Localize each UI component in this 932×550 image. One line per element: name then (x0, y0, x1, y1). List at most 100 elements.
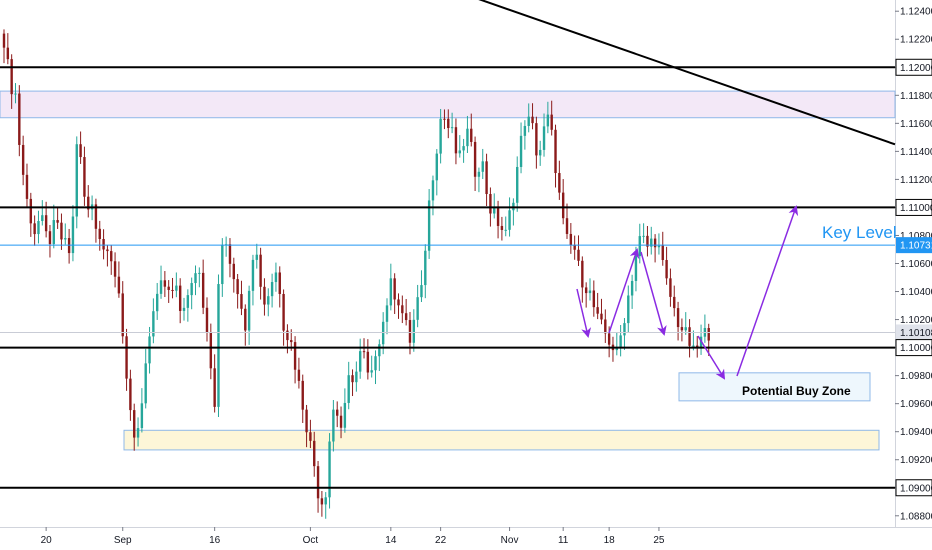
candle-body (404, 313, 408, 321)
candle-body (627, 295, 630, 324)
candle-body (41, 215, 44, 221)
candle-body (320, 498, 324, 505)
buy-zone (678, 372, 871, 402)
projection-arrow (576, 288, 592, 338)
candle-body (454, 127, 458, 154)
candle-body (565, 218, 569, 234)
candle-body (431, 180, 435, 201)
candle-body (619, 335, 622, 348)
candle-body (408, 320, 412, 343)
candle-body (684, 327, 687, 331)
candle-body (194, 273, 197, 284)
candle-body (420, 285, 423, 298)
level-price-label: 1.09000 (900, 483, 932, 494)
candle-body (692, 345, 695, 347)
price-tick-label: 1.11400 (900, 147, 932, 158)
candle-body (470, 128, 473, 142)
candle-body (56, 220, 59, 223)
candle-body (531, 116, 534, 124)
candle-body (301, 380, 304, 410)
candle-body (48, 231, 52, 245)
candle-body (259, 254, 262, 287)
candle-body (148, 336, 151, 364)
candle-body (221, 244, 224, 285)
candle-body (267, 296, 270, 305)
candle-body (182, 307, 186, 311)
candle-body (110, 251, 113, 262)
candle-body (232, 263, 235, 280)
candle-body (374, 356, 377, 371)
projection-arrow (640, 251, 667, 336)
candle-body (140, 403, 144, 429)
price-tick-label: 1.12400 (900, 7, 932, 18)
candle-body (121, 293, 124, 337)
candle-body (443, 118, 446, 120)
candle-body (171, 289, 174, 291)
time-tick-label: 16 (209, 535, 221, 546)
candle-body (366, 351, 370, 373)
candle-body (493, 208, 496, 214)
candle-body (535, 123, 538, 156)
candle-body (642, 235, 645, 237)
candle-body (10, 59, 13, 95)
candle-body (370, 370, 373, 373)
candle-body (500, 225, 504, 230)
price-tick-label: 1.09800 (900, 371, 932, 382)
candle-body (270, 282, 274, 297)
price-tick-label: 1.12200 (900, 35, 932, 46)
candle-body (558, 173, 561, 193)
candle-body (251, 259, 255, 291)
candle-body (539, 149, 542, 156)
last-price-label: 1.10108 (900, 328, 932, 339)
candle-body (94, 204, 98, 229)
candle-body (209, 332, 213, 369)
candle-body (6, 47, 10, 60)
candle-body (401, 305, 404, 314)
candle-body (305, 409, 308, 433)
candle-body (133, 410, 136, 438)
candle-body (634, 256, 638, 281)
support-zone (123, 429, 880, 451)
horizontal-levels (0, 66, 895, 489)
candle-body (324, 497, 327, 505)
candle-body (213, 368, 216, 407)
candle-body (516, 166, 519, 203)
projection-arrow (736, 205, 799, 377)
price-tick-label: 1.11800 (900, 91, 932, 102)
candle-body (577, 249, 580, 261)
candle-body (607, 333, 611, 345)
candle-body (569, 233, 573, 246)
candle-body (75, 144, 78, 217)
candle-body (688, 327, 691, 346)
candle-body (584, 287, 588, 294)
candle-body (18, 93, 21, 145)
candle-body (707, 328, 710, 341)
candle-body (466, 128, 469, 147)
candle-body (604, 319, 607, 334)
price-tick-label: 1.08800 (900, 511, 932, 522)
time-tick-label: 14 (385, 535, 397, 546)
candle-body (336, 409, 339, 416)
candle-body (83, 157, 86, 197)
candle-body (297, 369, 301, 381)
candle-body (102, 239, 105, 250)
candle-body (29, 198, 33, 224)
candle-body (573, 245, 576, 250)
candle-body (167, 286, 170, 290)
candle-body (393, 278, 396, 300)
candle-body (228, 244, 232, 264)
candle-body (424, 250, 427, 286)
candle-body (358, 351, 362, 372)
price-tick-label: 1.09200 (900, 455, 932, 466)
time-tick-label: 22 (435, 535, 447, 546)
level-price-box (895, 58, 932, 76)
candle-body (25, 174, 29, 199)
buy-zone-label: Potential Buy Zone (742, 384, 851, 398)
candle-body (646, 235, 649, 247)
candle-body (508, 210, 511, 230)
price-tick-label: 1.10800 (900, 231, 932, 242)
candle-body (355, 371, 358, 383)
candle-body (458, 150, 461, 154)
candle-body (217, 284, 220, 407)
